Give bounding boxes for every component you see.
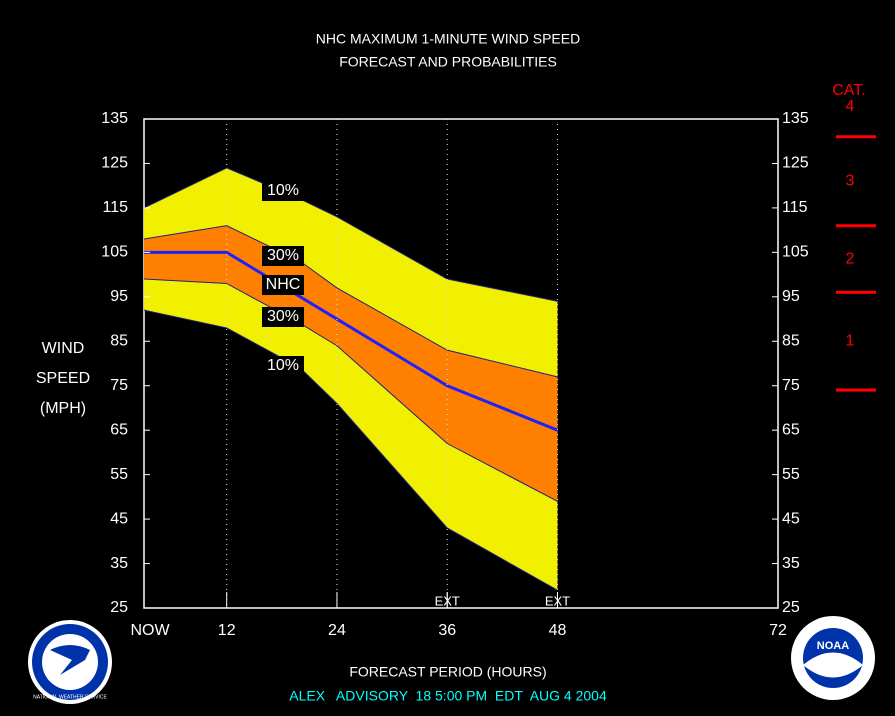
y2-tick-label: 65 [782, 421, 800, 438]
y-tick-label: 115 [102, 199, 128, 216]
y-tick-label: 55 [110, 466, 128, 483]
y2-tick-label: 35 [782, 555, 800, 572]
logo-text: NOAA [817, 640, 849, 652]
logo-text: NATIONAL WEATHER SERVICE [33, 694, 107, 700]
x-tick-label: 24 [328, 622, 346, 639]
y2-tick-label: 95 [782, 288, 800, 305]
category-label: 3 [846, 172, 855, 189]
y2-tick-label: 85 [782, 332, 800, 349]
y-tick-label: 135 [101, 110, 128, 127]
y-axis-label: (MPH) [40, 400, 86, 417]
series-label: 30% [267, 308, 299, 325]
logo-center [42, 634, 98, 690]
series-label: NHC [266, 276, 301, 293]
plot-frame [143, 118, 779, 609]
forecast-line [144, 250, 559, 432]
chart-subtitle: FORECAST AND PROBABILITIES [339, 54, 557, 70]
y2-tick-label: 55 [782, 466, 800, 483]
label-box [262, 307, 304, 327]
x-tick-label: 72 [769, 622, 787, 639]
label-box [262, 275, 304, 295]
y2-tick-label: 135 [782, 110, 809, 127]
x-axis-label: FORECAST PERIOD (HOURS) [349, 664, 546, 680]
series-label: 10% [267, 182, 299, 199]
x-tick-label: 12 [218, 622, 236, 639]
band-edge [143, 225, 558, 378]
label-box [262, 246, 304, 266]
nws-logo: NATIONAL WEATHER SERVICE [28, 620, 112, 704]
category-title: CAT. [832, 82, 865, 99]
category-label: 2 [846, 250, 855, 267]
y2-tick-label: 105 [782, 244, 809, 261]
series-label: 30% [267, 247, 299, 264]
y-tick-label: 25 [110, 599, 128, 616]
y2-tick-label: 25 [782, 599, 800, 616]
y2-tick-label: 75 [782, 377, 800, 394]
chart-title: NHC MAXIMUM 1-MINUTE WIND SPEED [316, 31, 580, 47]
y-tick-label: 105 [101, 244, 128, 261]
series-label: 10% [267, 357, 299, 374]
noaa-logo: NOAA [791, 616, 875, 700]
category-label: 1 [846, 332, 855, 349]
label-box [262, 181, 304, 201]
y2-tick-label: 125 [782, 155, 809, 172]
band-edge [143, 278, 558, 502]
category-label: 4 [846, 98, 855, 115]
y-tick-label: 75 [110, 377, 128, 394]
logo-icon [50, 645, 90, 675]
y-tick-label: 95 [110, 288, 128, 305]
band-edge [143, 309, 558, 591]
y-tick-label: 125 [101, 155, 128, 172]
y-axis-label: SPEED [36, 370, 90, 387]
x-tick-label: NOW [130, 622, 170, 639]
y-tick-label: 45 [110, 510, 128, 527]
y-tick-label: 85 [110, 332, 128, 349]
y2-tick-label: 45 [782, 510, 800, 527]
logo-icon [803, 652, 863, 678]
label-box [262, 356, 304, 376]
footer: ALEX ADVISORY 18 5:00 PM EDT AUG 4 2004 [289, 688, 607, 704]
x-tick-label: 36 [438, 622, 456, 639]
band-edge [143, 167, 558, 302]
y-tick-label: 35 [110, 555, 128, 572]
y-tick-label: 65 [110, 421, 128, 438]
y2-tick-label: 115 [782, 199, 808, 216]
y-axis-label: WIND [42, 340, 85, 357]
x-tick-label: 48 [549, 622, 567, 639]
